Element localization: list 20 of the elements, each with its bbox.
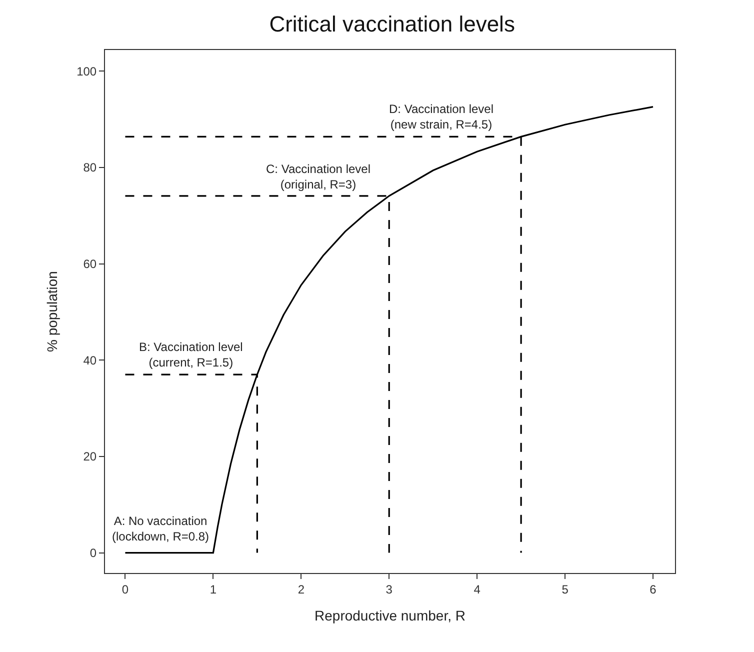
x-tick-label: 5 — [562, 582, 569, 596]
y-tick-label: 60 — [83, 257, 97, 272]
y-tick-label: 100 — [76, 64, 97, 78]
annotation: D: Vaccination level (new strain, R=4.5) — [389, 102, 494, 132]
x-tick-label: 0 — [122, 582, 129, 596]
x-tick-label: 3 — [386, 582, 393, 596]
y-tick-label: 80 — [83, 160, 97, 175]
x-axis-title: Reproductive number, R — [314, 608, 466, 624]
y-tick-label: 0 — [90, 546, 97, 560]
annotation: A: No vaccination (lockdown, R=0.8) — [112, 514, 210, 544]
y-tick-label: 40 — [83, 353, 97, 368]
chart-title: Critical vaccination levels — [269, 12, 515, 37]
annotation: C: Vaccination level (original, R=3) — [266, 162, 370, 192]
x-tick-label: 2 — [298, 582, 305, 596]
x-tick-label: 6 — [650, 582, 657, 596]
y-axis-title: % population — [44, 271, 60, 352]
x-tick-label: 4 — [474, 582, 481, 596]
x-tick-label: 1 — [210, 582, 217, 596]
y-tick-label: 20 — [83, 450, 97, 464]
annotation: B: Vaccination level (current, R=1.5) — [139, 340, 243, 370]
